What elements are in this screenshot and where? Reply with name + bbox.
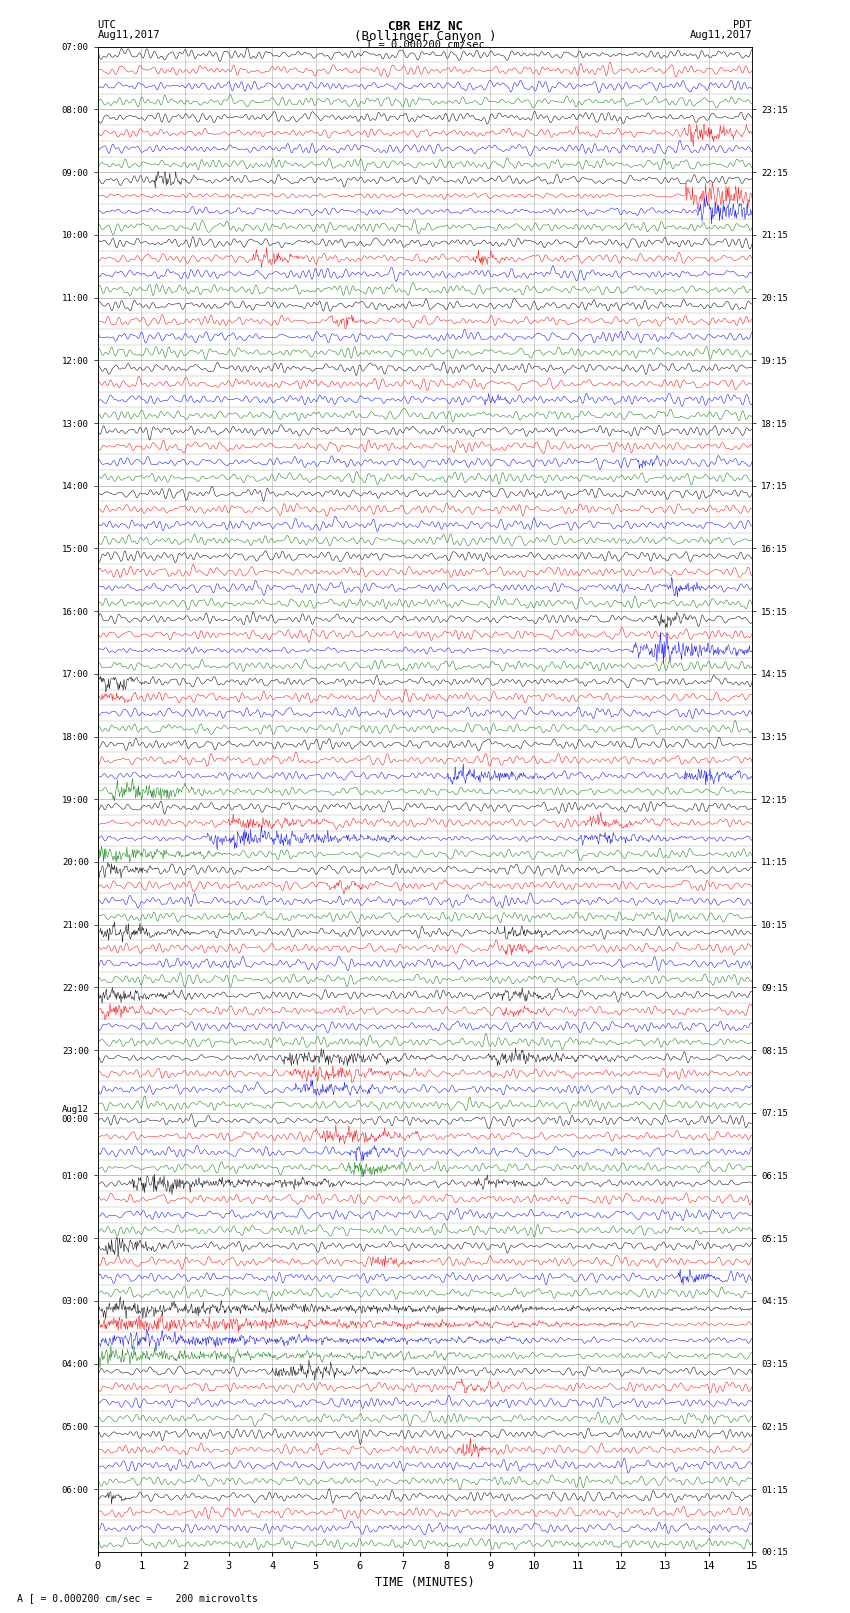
- Text: (Bollinger Canyon ): (Bollinger Canyon ): [354, 31, 496, 44]
- Text: UTC: UTC: [98, 19, 116, 31]
- Text: A [ = 0.000200 cm/sec =    200 microvolts: A [ = 0.000200 cm/sec = 200 microvolts: [17, 1594, 258, 1603]
- Text: I = 0.000200 cm/sec: I = 0.000200 cm/sec: [366, 39, 484, 50]
- Text: Aug11,2017: Aug11,2017: [689, 31, 752, 40]
- Text: PDT: PDT: [734, 19, 752, 31]
- Text: Aug11,2017: Aug11,2017: [98, 31, 161, 40]
- Text: CBR EHZ NC: CBR EHZ NC: [388, 19, 462, 34]
- X-axis label: TIME (MINUTES): TIME (MINUTES): [375, 1576, 475, 1589]
